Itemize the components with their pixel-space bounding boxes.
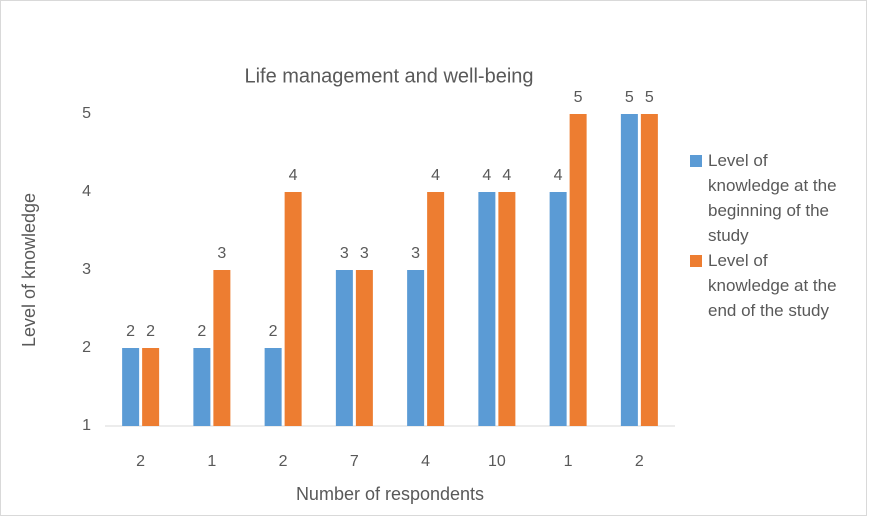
- data-label: 2: [126, 323, 135, 340]
- bar: [620, 114, 638, 426]
- bar: [264, 348, 282, 426]
- bar: [335, 270, 353, 426]
- y-tick-label: 3: [82, 261, 91, 278]
- x-axis-label: Number of respondents: [296, 484, 484, 504]
- x-tick-label: 2: [136, 453, 145, 470]
- bar: [284, 192, 302, 426]
- bar: [142, 348, 160, 426]
- legend-swatch: [690, 255, 702, 267]
- x-tick-label: 2: [635, 453, 644, 470]
- x-tick-label: 4: [421, 453, 430, 470]
- bar: [498, 192, 516, 426]
- x-tick-label: 7: [350, 453, 359, 470]
- bar: [427, 192, 445, 426]
- bar: [549, 192, 567, 426]
- bar: [640, 114, 658, 426]
- data-label: 5: [574, 89, 583, 106]
- data-label: 3: [411, 245, 420, 262]
- bar: [407, 270, 425, 426]
- x-tick-label: 10: [488, 453, 506, 470]
- data-label: 4: [482, 167, 491, 184]
- data-label: 5: [645, 89, 654, 106]
- data-label: 3: [217, 245, 226, 262]
- bar: [193, 348, 211, 426]
- y-axis-label: Level of knowledge: [19, 193, 39, 347]
- chart-title: Life management and well-being: [244, 65, 533, 87]
- bar: [122, 348, 140, 426]
- bar: [478, 192, 496, 426]
- x-tick-label: 1: [564, 453, 573, 470]
- data-label: 2: [269, 323, 278, 340]
- bar: [213, 270, 231, 426]
- y-tick-label: 1: [82, 417, 91, 434]
- bar: [355, 270, 373, 426]
- legend: Level of knowledge at the beginning of t…: [688, 148, 838, 323]
- data-label: 5: [625, 89, 634, 106]
- data-label: 4: [554, 167, 563, 184]
- data-label: 4: [289, 167, 298, 184]
- data-label: 3: [340, 245, 349, 262]
- legend-label: Level of knowledge at the end of the stu…: [708, 251, 837, 320]
- x-tick-label: 1: [207, 453, 216, 470]
- data-label: 3: [360, 245, 369, 262]
- y-tick-label: 4: [82, 183, 91, 200]
- y-tick-label: 5: [82, 105, 91, 122]
- data-label: 2: [146, 323, 155, 340]
- data-label: 2: [197, 323, 206, 340]
- x-tick-label: 2: [279, 453, 288, 470]
- legend-swatch: [690, 155, 702, 167]
- legend-label: Level of knowledge at the beginning of t…: [708, 151, 837, 245]
- bar: [569, 114, 587, 426]
- data-label: 4: [502, 167, 511, 184]
- data-label: 4: [431, 167, 440, 184]
- legend-entry: Level of knowledge at the end of the stu…: [688, 248, 838, 323]
- y-tick-label: 2: [82, 339, 91, 356]
- legend-entry: Level of knowledge at the beginning of t…: [688, 148, 838, 248]
